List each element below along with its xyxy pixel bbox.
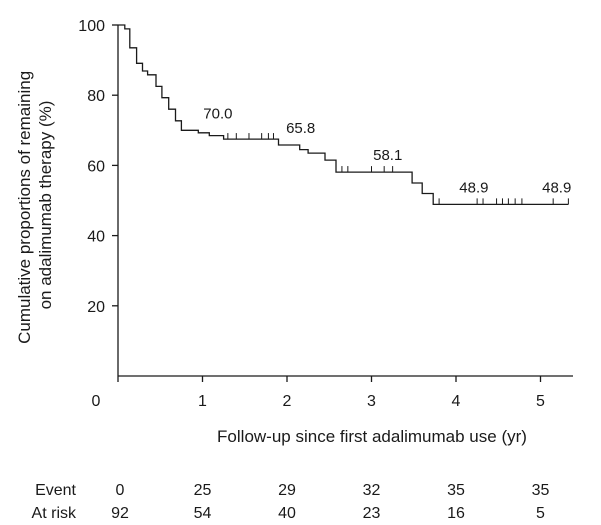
event-count: 35: [447, 482, 465, 499]
km-survival-curve: [118, 24, 569, 206]
y-axis-title-line1: Cumulative proportions of remaining: [15, 71, 34, 344]
x-tick-label: 4: [452, 393, 461, 410]
km-curve-group: [118, 24, 569, 206]
event-count: 29: [278, 482, 296, 499]
x-tick-label: 0: [92, 393, 101, 410]
at-risk-count: 23: [363, 505, 381, 522]
x-tick-label: 3: [367, 393, 376, 410]
at-risk-count: 5: [536, 505, 545, 522]
event-count: 32: [363, 482, 381, 499]
at-risk-row-label: At risk: [32, 505, 77, 522]
value-annotation: 70.0: [203, 105, 232, 122]
y-tick-label: 60: [87, 158, 105, 175]
at-risk-count: 16: [447, 505, 465, 522]
x-tick-label: 1: [198, 393, 207, 410]
value-annotation: 48.9: [459, 179, 488, 196]
x-tick-label: 5: [536, 393, 545, 410]
risk-table: Event 0 25 29 32 35 35 At risk 92 54 40 23 16 5: [32, 482, 550, 522]
x-tick-label: 2: [283, 393, 292, 410]
value-annotation: 65.8: [286, 120, 315, 137]
axes: 20 40 60 80 100 0 1 2 3 4 5: [78, 18, 573, 410]
event-count: 0: [116, 482, 125, 499]
event-count: 35: [532, 482, 550, 499]
y-tick-label: 100: [78, 18, 105, 35]
y-axis-title-line2: on adalimumab therapy (%): [36, 101, 55, 310]
value-annotation: 48.9: [542, 179, 571, 196]
at-risk-count: 54: [194, 505, 212, 522]
value-annotations: 70.0 65.8 58.1 48.9 48.9: [203, 105, 571, 196]
event-row-label: Event: [35, 482, 76, 499]
value-annotation: 58.1: [373, 147, 402, 164]
y-axis-title: Cumulative proportions of remaining on a…: [15, 66, 55, 344]
x-axis-title: Follow-up since first adalimumab use (yr…: [217, 427, 527, 446]
y-tick-label: 20: [87, 299, 105, 316]
censor-marks: [227, 133, 554, 205]
y-tick-label: 80: [87, 88, 105, 105]
event-count: 25: [194, 482, 212, 499]
y-tick-label: 40: [87, 229, 105, 246]
at-risk-count: 92: [111, 505, 129, 522]
at-risk-count: 40: [278, 505, 296, 522]
